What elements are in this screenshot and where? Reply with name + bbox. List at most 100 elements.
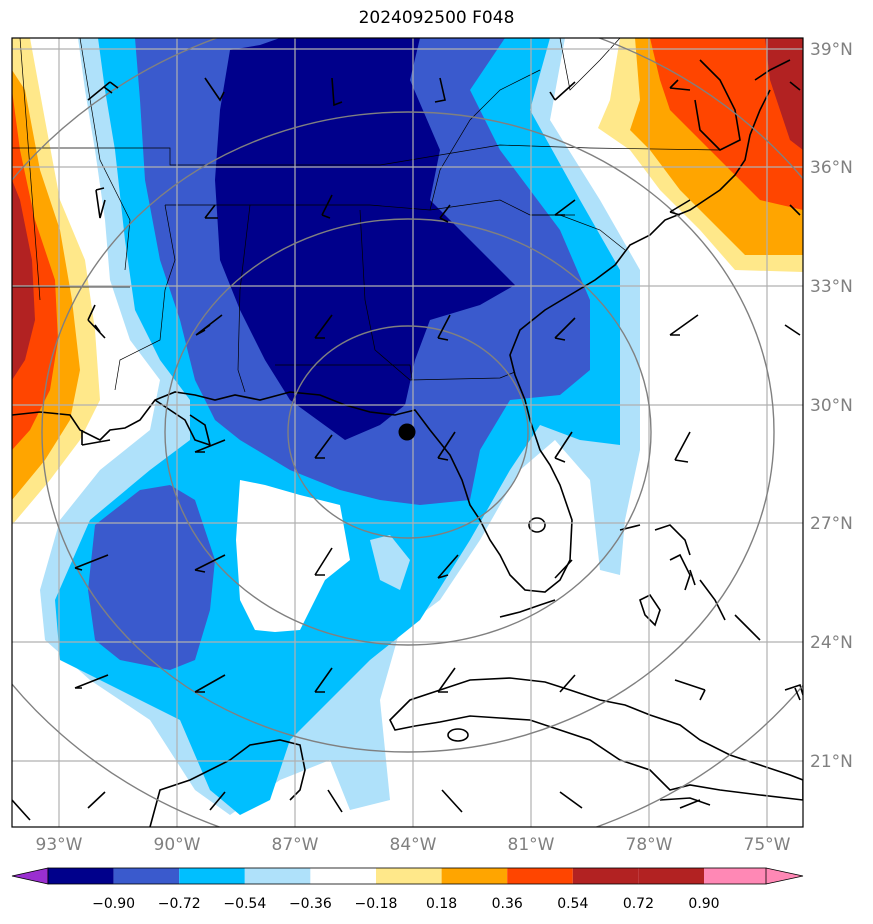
contour-firebrick-w — [12, 180, 35, 380]
bahamas-coastline — [639, 593, 661, 627]
plot-title: 2024092500 F048 — [358, 8, 515, 28]
colorbar-tick-label: −0.54 — [223, 896, 266, 912]
storm-center-dot — [398, 423, 416, 441]
bahamas-coastline — [699, 579, 726, 621]
colorbar-tick-label: 0.90 — [688, 896, 719, 912]
lat-labels: 39°N 36°N 33°N 30°N 27°N 24°N 21°N — [810, 40, 853, 772]
gulf-coastline — [12, 89, 771, 593]
delta-coastline — [154, 399, 212, 447]
delmarva-coastline — [754, 59, 791, 81]
wind-barb — [559, 674, 576, 693]
yucatan-coastline — [149, 739, 306, 827]
wind-barb — [204, 77, 225, 102]
lon-label: 81°W — [508, 835, 555, 855]
lat-label: 39°N — [810, 40, 853, 60]
state-line — [275, 364, 413, 381]
chesapeake-coastline — [694, 59, 741, 151]
wind-barb — [674, 431, 691, 463]
wind-barb — [331, 77, 343, 107]
lon-label: 87°W — [272, 835, 319, 855]
range-ring — [164, 218, 652, 646]
wind-barb — [87, 304, 106, 339]
wind-barb — [669, 199, 691, 216]
map-area — [12, 38, 803, 827]
bahamas-coastline — [654, 524, 691, 556]
lon-label: 93°W — [36, 835, 83, 855]
coastlines — [12, 59, 803, 827]
wind-barb — [87, 791, 106, 809]
wind-barb — [74, 674, 109, 689]
colorbar-tick-label: −0.72 — [158, 896, 201, 912]
map-frame — [11, 37, 804, 828]
wind-barb — [439, 204, 451, 223]
shaded-contours — [12, 38, 803, 815]
bahamas-coastline — [734, 614, 761, 641]
wind-barb — [554, 199, 576, 216]
state-line — [429, 69, 541, 211]
range-ring — [41, 111, 775, 753]
colorbar-tick-label: −0.36 — [289, 896, 332, 912]
colorbar-segment — [638, 868, 704, 884]
wind-barb — [554, 317, 576, 341]
colorbar-tick-label: 0.54 — [557, 896, 588, 912]
wind-barb — [679, 799, 701, 809]
colorbar-segment — [179, 868, 245, 884]
wind-barb — [669, 314, 699, 336]
wind-barb — [554, 431, 573, 463]
wind-barb — [74, 554, 109, 571]
contour-navy — [215, 38, 515, 440]
keys-coastline — [499, 599, 556, 618]
wind-barb — [194, 439, 226, 453]
lon-label: 90°W — [154, 835, 201, 855]
lon-label: 84°W — [390, 835, 437, 855]
wind-barbs — [74, 77, 801, 813]
state-boundaries — [12, 38, 721, 393]
colorbar-segment — [376, 868, 442, 884]
lat-label: 33°N — [810, 277, 853, 297]
range-rings — [12, 38, 803, 827]
wind-barb — [441, 789, 463, 813]
bahamas-coastline — [669, 553, 691, 591]
wind-barb — [87, 81, 119, 101]
wind-barb — [314, 314, 333, 339]
jamaica-coastline — [659, 797, 711, 806]
wind-barb — [321, 194, 333, 219]
isle-of-youth — [447, 728, 469, 742]
colorbar-segment — [48, 868, 114, 884]
cuba-coastline — [389, 677, 803, 801]
wind-barb — [95, 187, 106, 219]
wind-barb — [437, 431, 456, 461]
colorbar-segment — [572, 868, 639, 884]
wind-barb — [194, 674, 226, 693]
bahamas-coastline — [619, 524, 641, 531]
lat-label: 30°N — [810, 396, 853, 416]
contour-royal-blue-gulf — [88, 485, 215, 670]
wind-barb — [209, 791, 226, 811]
colorbar-segment — [441, 868, 508, 884]
gridlines — [12, 38, 803, 827]
state-line — [12, 144, 721, 166]
wind-barb — [327, 789, 343, 813]
wind-barb — [689, 569, 696, 586]
colorbar: −0.90 −0.72 −0.54 −0.36 −0.18 0.18 0.36 … — [11, 867, 804, 912]
colorbar-segment — [244, 868, 311, 884]
colorbar-tick-label: 0.36 — [492, 896, 523, 912]
contour-firebrick-ne — [765, 38, 803, 150]
contour-white-gulf — [236, 480, 350, 632]
lat-label: 24°N — [810, 633, 853, 653]
wind-barb — [559, 791, 583, 809]
wind-barb — [789, 204, 801, 216]
colorbar-frame — [47, 867, 767, 885]
lon-label: 78°W — [626, 835, 673, 855]
colorbar-tick-label: −0.90 — [92, 896, 135, 912]
state-line — [237, 204, 251, 393]
lake-okeechobee — [528, 517, 546, 533]
wind-barb — [434, 77, 446, 103]
colorbar-segment — [113, 868, 180, 884]
wind-barb — [195, 314, 223, 336]
range-ring — [287, 325, 529, 539]
wind-barb — [784, 324, 801, 336]
colorbar-tick-label: −0.18 — [355, 896, 398, 912]
state-line — [12, 38, 41, 301]
